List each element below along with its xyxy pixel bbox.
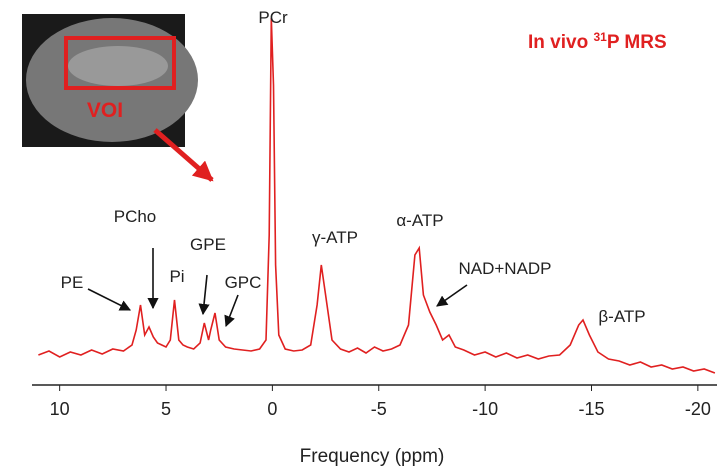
x-tick-label: -20 bbox=[685, 399, 711, 419]
peak-label: GPC bbox=[225, 273, 262, 292]
peak-label: α-ATP bbox=[396, 211, 443, 230]
peak-label: Pi bbox=[169, 267, 184, 286]
x-tick-label: 5 bbox=[161, 399, 171, 419]
chart-title: In vivo 31P MRS bbox=[528, 30, 667, 53]
peak-label: PE bbox=[61, 273, 84, 292]
peak-label: PCho bbox=[114, 207, 157, 226]
x-axis-label: Frequency (ppm) bbox=[300, 446, 445, 467]
x-tick-label: -10 bbox=[472, 399, 498, 419]
inset-label: VOI bbox=[87, 99, 123, 122]
peak-label: GPE bbox=[190, 235, 226, 254]
x-tick-label: -5 bbox=[371, 399, 387, 419]
peak-label: NAD+NADP bbox=[458, 259, 551, 278]
spectrum-line bbox=[38, 17, 716, 374]
peak-label: γ-ATP bbox=[312, 228, 358, 247]
x-tick-label: 0 bbox=[267, 399, 277, 419]
peak-label: PCr bbox=[258, 8, 288, 27]
x-tick-label: 10 bbox=[50, 399, 70, 419]
inset: VOI bbox=[22, 14, 214, 182]
arrows bbox=[87, 248, 468, 328]
x-tick-label: -15 bbox=[578, 399, 604, 419]
peak-label: β-ATP bbox=[598, 307, 645, 326]
